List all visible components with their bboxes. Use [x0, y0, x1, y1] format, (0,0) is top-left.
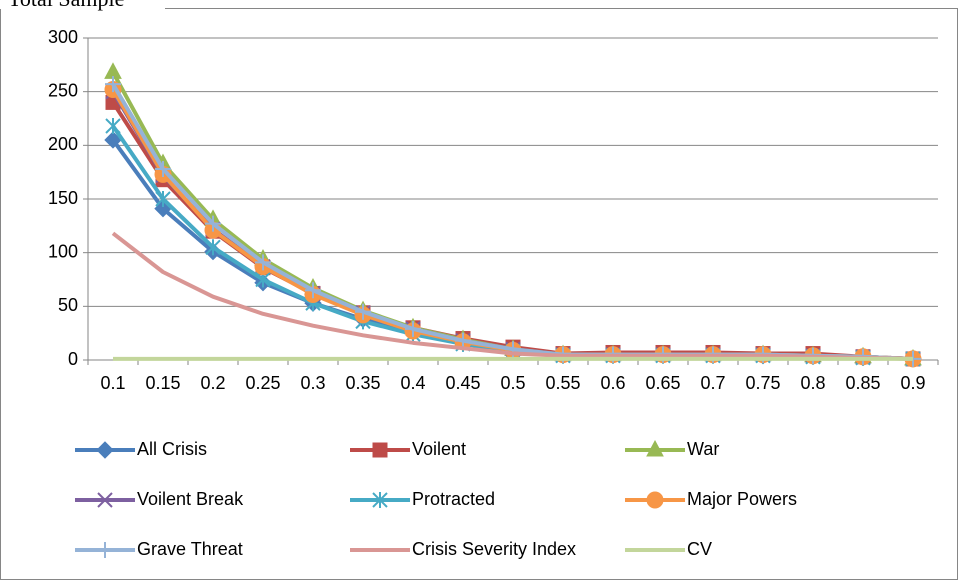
marker — [205, 215, 221, 232]
legend-label: CV — [687, 539, 712, 559]
chart-title: Total Sample — [8, 0, 124, 11]
marker — [205, 239, 221, 256]
marker — [646, 491, 664, 509]
legend-label: Grave Threat — [137, 539, 243, 559]
x-tick-label: 0.25 — [245, 373, 280, 393]
x-tick-label: 0.7 — [700, 373, 725, 393]
marker — [155, 160, 171, 177]
y-tick-label: 300 — [48, 27, 78, 47]
title-backdrop — [0, 0, 165, 9]
legend-label: Voilent Break — [137, 489, 244, 509]
x-tick-label: 0.65 — [645, 373, 680, 393]
x-tick-label: 0.1 — [100, 373, 125, 393]
series-line — [111, 231, 914, 361]
marker — [105, 118, 121, 135]
y-tick-label: 150 — [48, 188, 78, 208]
y-tick-label: 200 — [48, 134, 78, 154]
chart-border — [0, 8, 958, 580]
marker — [355, 303, 371, 320]
y-tick-label: 100 — [48, 241, 78, 261]
x-tick-label: 0.9 — [900, 373, 925, 393]
x-tick-label: 0.4 — [400, 373, 425, 393]
marker — [405, 320, 421, 337]
x-tick-label: 0.35 — [345, 373, 380, 393]
y-tick-label: 50 — [58, 295, 78, 315]
legend-label: Major Powers — [687, 489, 797, 509]
x-tick-label: 0.75 — [745, 373, 780, 393]
x-tick-label: 0.6 — [600, 373, 625, 393]
marker — [97, 542, 113, 558]
marker — [305, 282, 321, 299]
marker — [96, 441, 114, 459]
x-tick-label: 0.85 — [845, 373, 880, 393]
marker — [455, 332, 471, 349]
marker — [155, 191, 171, 207]
legend-label: War — [687, 439, 719, 459]
marker — [372, 442, 388, 458]
y-tick-label: 250 — [48, 80, 78, 100]
x-tick-label: 0.3 — [300, 373, 325, 393]
marker — [372, 492, 388, 508]
marker — [646, 439, 664, 457]
x-tick-label: 0.15 — [145, 373, 180, 393]
plot-area: 0 50 100 150 200 250 300 0.1 0.15 0.2 0.25 0.3 0.35 0… — [48, 27, 939, 559]
legend-label: Crisis Severity Index — [412, 539, 576, 559]
legend-label: All Crisis — [137, 439, 207, 459]
marker — [255, 254, 271, 271]
legend-label: Protracted — [412, 489, 495, 509]
x-tick-label: 0.8 — [800, 373, 825, 393]
x-tick-label: 0.2 — [200, 373, 225, 393]
marker — [97, 492, 113, 508]
x-tick-label: 0.45 — [445, 373, 480, 393]
y-tick-label: 0 — [68, 349, 78, 369]
x-tick-label: 0.55 — [545, 373, 580, 393]
legend-label: Voilent — [412, 439, 466, 459]
marker — [105, 76, 121, 93]
x-tick-label: 0.5 — [500, 373, 525, 393]
